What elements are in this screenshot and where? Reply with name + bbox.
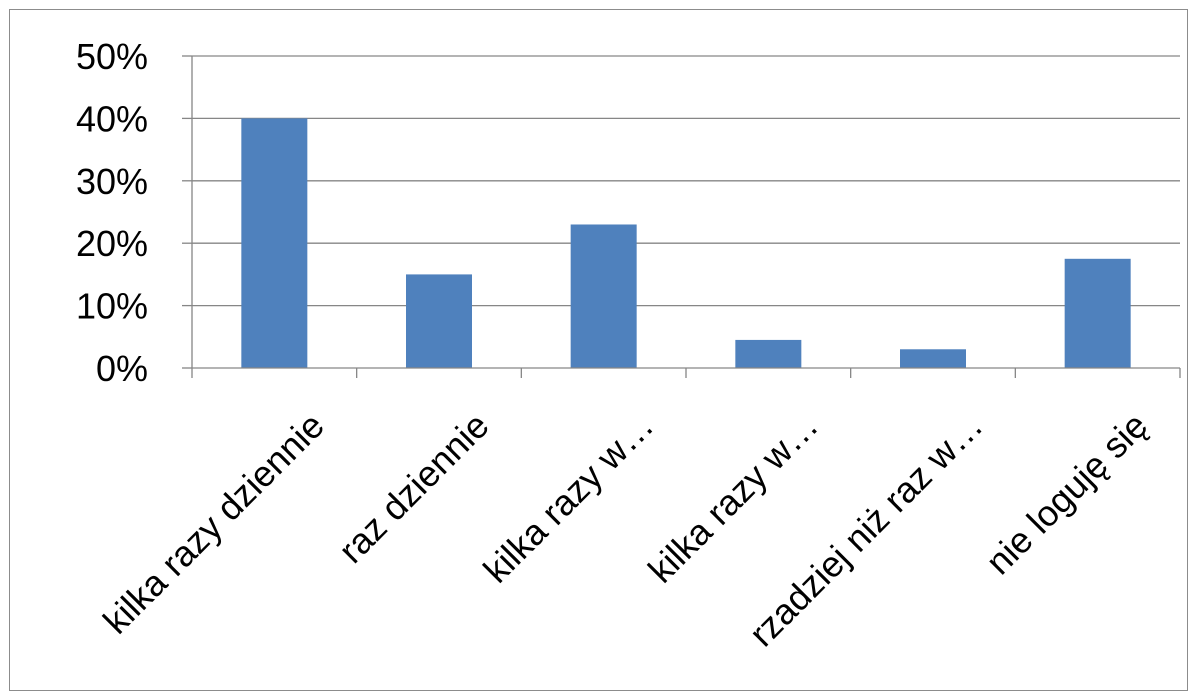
bar — [241, 118, 308, 369]
bar — [900, 349, 966, 368]
y-tick-label: 10% — [76, 286, 148, 327]
y-tick-label: 0% — [96, 348, 148, 389]
gridlines — [192, 55, 1180, 307]
bar — [735, 339, 802, 368]
y-tick-label: 20% — [76, 223, 148, 264]
x-tick-label: nie loguję się — [978, 405, 1156, 583]
bar — [1064, 258, 1131, 368]
y-tick-label: 30% — [76, 161, 148, 202]
bar — [570, 224, 637, 368]
bar — [406, 274, 472, 368]
x-tick-label: kilka razy dziennie — [95, 405, 332, 642]
y-tick-labels: 0% 10% 20% 30% 40% 50% — [76, 36, 148, 389]
x-tick-label: kilka razy w… — [475, 405, 661, 591]
bars — [241, 118, 1131, 369]
x-tick-label: kilka razy w… — [640, 405, 826, 591]
y-tick-label: 40% — [76, 98, 148, 139]
x-tick-label: raz dziennie — [330, 405, 496, 571]
axes — [182, 55, 1181, 378]
y-tick-label: 50% — [76, 36, 148, 77]
